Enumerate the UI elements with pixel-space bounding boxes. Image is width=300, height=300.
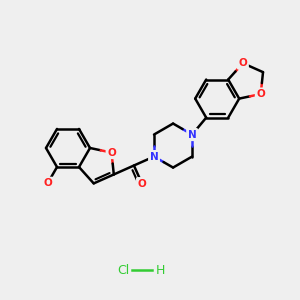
Text: N: N [150, 152, 158, 162]
Text: O: O [138, 178, 146, 189]
Text: Cl: Cl [118, 263, 130, 277]
Text: N: N [188, 130, 197, 140]
Text: O: O [238, 58, 247, 68]
Text: O: O [256, 89, 265, 99]
Text: H: H [156, 263, 165, 277]
Text: O: O [43, 178, 52, 188]
Text: O: O [107, 148, 116, 158]
